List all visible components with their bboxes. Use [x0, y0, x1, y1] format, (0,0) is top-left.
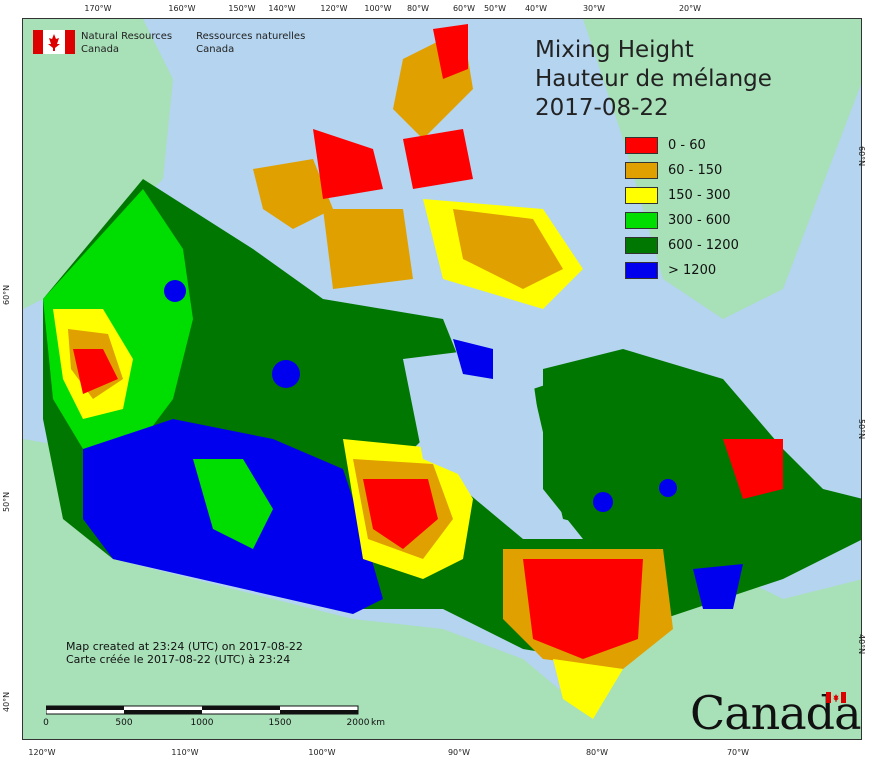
- zone-ontario-0-60: [363, 479, 438, 549]
- scale-label: 1000: [190, 718, 214, 728]
- zone-quebec-600-1200: [533, 359, 723, 539]
- legend-swatch: [625, 162, 658, 179]
- scale-label: 1500: [268, 718, 292, 728]
- lon-tick-top: 60°W: [452, 4, 476, 13]
- blob-gt1200-1: [164, 280, 186, 302]
- zone-southern-0-60: [523, 559, 643, 659]
- legend-label: 300 - 600: [668, 213, 731, 228]
- arctic-island-central: [323, 209, 413, 289]
- legend-swatch: [625, 137, 658, 154]
- arctic-island-ne-red: [433, 24, 468, 79]
- legend-item: 300 - 600: [625, 208, 739, 233]
- blob-gt1200-4: [659, 479, 677, 497]
- title-fr: Hauteur de mélange: [535, 66, 772, 92]
- agency-fr-line1: Ressources naturelles: [196, 31, 306, 42]
- title-en: Mixing Height: [535, 37, 694, 63]
- baffin-60-150: [453, 209, 563, 289]
- lon-tick-top: 100°W: [364, 4, 392, 13]
- legend-swatch: [625, 262, 658, 279]
- map-credit: Map created at 23:24 (UTC) on 2017-08-22…: [66, 640, 303, 666]
- canada-wordmark: Canada: [690, 686, 862, 740]
- legend: 0 - 60 60 - 150 150 - 300 300 - 600 600 - 12…: [625, 133, 739, 283]
- credit-fr: Carte créée le 2017-08-22 (UTC) à 23:24: [66, 653, 291, 666]
- agency-signature: Natural Resources Canada Ressources natu…: [33, 30, 329, 56]
- scale-bar-graphic: [45, 705, 359, 715]
- alaska-land: [23, 19, 173, 309]
- title-date: 2017-08-22: [535, 95, 669, 121]
- agency-name-en: Natural Resources Canada: [81, 30, 172, 56]
- legend-item: 0 - 60: [625, 133, 739, 158]
- legend-label: > 1200: [668, 263, 717, 278]
- lon-tick-bottom: 100°W: [308, 748, 336, 757]
- lat-tick-left: 60°N: [2, 284, 11, 305]
- blob-gt1200-5: [453, 339, 493, 379]
- agency-fr-line2: Canada: [196, 44, 235, 55]
- scale-label: 500: [115, 718, 133, 728]
- lat-tick-right: 40°N: [857, 634, 866, 655]
- zone-bc-0-60: [73, 349, 118, 394]
- lat-tick-left: 50°N: [2, 491, 11, 512]
- agency-name-fr: Ressources naturelles Canada: [196, 30, 305, 56]
- blob-gt1200-2: [272, 360, 300, 388]
- legend-swatch: [625, 237, 658, 254]
- lon-tick-top: 20°W: [678, 4, 702, 13]
- greenland-land: [583, 19, 861, 319]
- lat-tick-left: 40°N: [2, 691, 11, 712]
- legend-item: > 1200: [625, 258, 739, 283]
- lon-tick-top: 50°W: [483, 4, 507, 13]
- zone-prairie-patch: [193, 459, 273, 549]
- lon-tick-top: 80°W: [406, 4, 430, 13]
- legend-swatch: [625, 212, 658, 229]
- lon-tick-top: 150°W: [228, 4, 256, 13]
- arctic-island-red-1: [313, 129, 383, 199]
- legend-label: 60 - 150: [668, 163, 723, 178]
- lon-tick-bottom: 90°W: [447, 748, 471, 757]
- legend-label: 150 - 300: [668, 188, 731, 203]
- arctic-island-w: [253, 159, 333, 229]
- map-title: Mixing Height Hauteur de mélange 2017-08…: [535, 36, 772, 123]
- lon-tick-top: 120°W: [320, 4, 348, 13]
- legend-item: 600 - 1200: [625, 233, 739, 258]
- lon-tick-top: 30°W: [582, 4, 606, 13]
- lon-tick-bottom: 120°W: [28, 748, 56, 757]
- scale-label: 0: [43, 718, 49, 728]
- arctic-island-red-2: [403, 129, 473, 189]
- usa-land: [23, 439, 861, 739]
- lon-tick-bottom: 80°W: [585, 748, 609, 757]
- legend-item: 150 - 300: [625, 183, 739, 208]
- legend-swatch: [625, 187, 658, 204]
- lon-tick-top: 160°W: [168, 4, 196, 13]
- lat-tick-right: 50°N: [857, 419, 866, 440]
- lon-tick-bottom: 110°W: [171, 748, 199, 757]
- canada-flag-icon: [33, 30, 75, 54]
- legend-label: 0 - 60: [668, 138, 706, 153]
- map-svg: [23, 19, 861, 739]
- agency-en-line2: Canada: [81, 44, 120, 55]
- lon-tick-top: 140°W: [268, 4, 296, 13]
- lon-tick-top: 170°W: [84, 4, 112, 13]
- blob-gt1200-3: [593, 492, 613, 512]
- lon-tick-bottom: 70°W: [726, 748, 750, 757]
- credit-en: Map created at 23:24 (UTC) on 2017-08-22: [66, 640, 303, 653]
- scale-bar: 0 500 1000 1500 2000 km: [43, 703, 385, 733]
- zone-labrador-0-60: [723, 439, 783, 499]
- lon-tick-top: 40°W: [524, 4, 548, 13]
- lat-tick-right: 60°N: [857, 146, 866, 167]
- hudson-bay: [403, 349, 543, 489]
- scale-unit: km: [371, 718, 385, 728]
- zone-lake-erie-150-300: [553, 659, 623, 719]
- agency-en-line1: Natural Resources: [81, 31, 173, 42]
- wordmark-flag-icon: [826, 692, 846, 703]
- scale-label: 2000: [346, 718, 370, 728]
- legend-item: 60 - 150: [625, 158, 739, 183]
- zone-newbrunswick-gt1200: [693, 564, 743, 609]
- legend-label: 600 - 1200: [668, 238, 739, 253]
- map-canvas[interactable]: [22, 18, 862, 740]
